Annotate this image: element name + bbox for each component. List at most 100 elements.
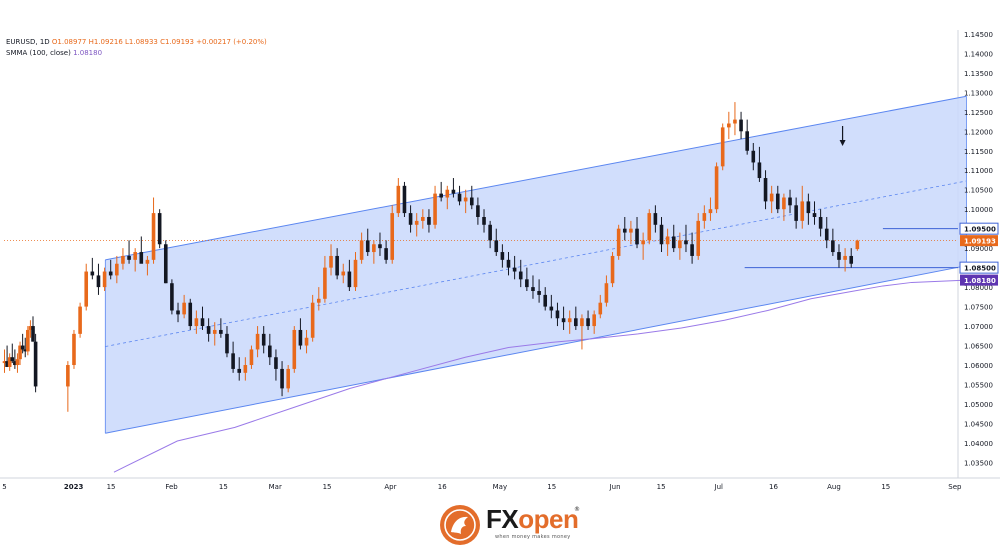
candle-body (671, 236, 676, 249)
candle-body (806, 201, 811, 214)
candle-body (476, 205, 480, 217)
candle-body (494, 240, 499, 253)
candle-body (329, 255, 333, 268)
candle-body (231, 353, 235, 369)
candle-body (15, 359, 20, 366)
candle-body (90, 271, 95, 276)
candle-body (23, 349, 28, 352)
y-tick-label: 1.13500 (964, 70, 993, 78)
candle-body (745, 131, 749, 151)
candle-body (163, 244, 168, 284)
candle-body (684, 240, 688, 245)
candle-body (757, 162, 762, 179)
y-tick-label: 1.14500 (964, 31, 993, 39)
candle-body (286, 368, 290, 389)
y-tick-label: 1.03500 (964, 459, 993, 467)
candle-body (586, 318, 590, 327)
candle-body (121, 255, 125, 264)
candle-body (512, 267, 517, 272)
candle-body (292, 329, 297, 369)
candle-body (482, 216, 486, 225)
candle-body (849, 255, 854, 264)
candle-body (133, 252, 137, 260)
candle-body (316, 298, 321, 303)
candle-body (690, 244, 694, 256)
candle-body (604, 283, 609, 303)
y-tick-label: 1.07500 (964, 304, 993, 312)
legend-symbol: EURUSD, 1D (6, 38, 50, 46)
brand-open: open (518, 504, 579, 534)
x-tick-label: Apr (384, 483, 396, 491)
candle-body (622, 228, 627, 233)
channel-lower-line (105, 265, 967, 434)
candle-body (739, 119, 743, 132)
candlestick-chart[interactable]: 1.14500 1.14000 1.13500 1.13000 1.12500 1.120… (0, 30, 1000, 497)
candle-body (347, 271, 352, 288)
candle-body (78, 306, 82, 334)
down-arrow-head-icon (839, 140, 846, 146)
candle-body (824, 228, 829, 241)
y-tick-label: 1.10500 (964, 187, 993, 195)
candle-body (28, 326, 33, 330)
candle-body (457, 193, 462, 202)
y-tick-label: 1.06500 (964, 343, 993, 351)
candle-body (372, 244, 376, 253)
x-tick-label: 15 (323, 483, 332, 491)
candle-body (31, 326, 35, 342)
brand-fx: FX (486, 504, 519, 534)
candle-body (182, 302, 186, 315)
brand-registered-mark: ® (574, 506, 580, 513)
candle-body (145, 259, 150, 264)
y-tick-label: 1.11000 (964, 167, 993, 175)
candle-body (500, 252, 505, 260)
candle-body (641, 240, 645, 245)
y-tick-label: 1.10000 (964, 206, 993, 214)
x-tick-label: 15 (881, 483, 890, 491)
candle-body (647, 213, 652, 241)
candle-body (580, 318, 584, 327)
candle-body (837, 252, 841, 260)
y-tick-label: 1.06000 (964, 362, 993, 370)
candle-body (402, 185, 407, 214)
candle-body (788, 197, 792, 206)
candle-body (20, 345, 25, 350)
candle-body (390, 213, 395, 260)
x-tick-label: 15 (107, 483, 116, 491)
fxopen-logo-icon (440, 505, 480, 545)
x-tick-label: 16 (769, 483, 778, 491)
candle-body (237, 368, 242, 373)
candle-body (268, 345, 272, 358)
candle-body (200, 318, 205, 327)
candle-body (396, 185, 401, 214)
candle-body (26, 329, 30, 352)
candle-body (84, 271, 89, 307)
axis-price-tag (960, 274, 998, 286)
axis-price-tag (959, 222, 999, 235)
candle-body (506, 259, 511, 268)
candle-body (188, 302, 193, 327)
candle-body (720, 127, 725, 167)
candle-body (469, 197, 474, 206)
candle-body (194, 318, 199, 327)
candle-body (10, 357, 15, 362)
candle-body (616, 228, 621, 256)
candle-body (653, 213, 658, 225)
candle-body (5, 361, 9, 367)
candle-body (812, 213, 817, 217)
candle-body (561, 318, 566, 323)
candle-body (635, 228, 639, 245)
candle-body (714, 166, 719, 210)
brand-wordmark: FXopen (486, 504, 579, 535)
y-tick-label: 1.04500 (964, 420, 993, 428)
candle-body (170, 283, 174, 311)
y-tick-label: 1.09000 (964, 245, 993, 253)
candle-body (463, 197, 468, 202)
candle-body (72, 333, 76, 366)
candle-body (408, 213, 413, 225)
candle-body (678, 240, 682, 249)
smma-line (113, 279, 967, 473)
candle-body (225, 333, 229, 354)
candle-body (255, 333, 260, 350)
y-tick-label: 1.12500 (964, 109, 993, 117)
chart-panel[interactable]: 1.14500 1.14000 1.13500 1.13000 1.12500 1.120… (0, 30, 1000, 497)
